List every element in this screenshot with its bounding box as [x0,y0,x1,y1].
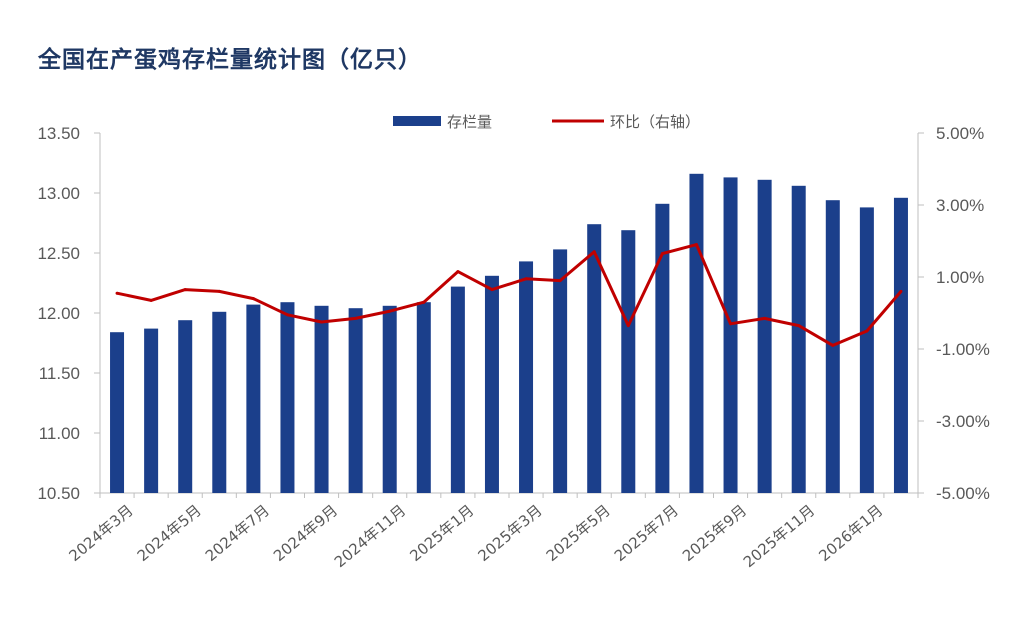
line-point [558,279,562,283]
line-point [660,252,664,256]
bar [655,203,670,494]
line-point [251,297,255,301]
line-point [183,288,187,292]
left-tick-label: 11.00 [39,424,80,443]
x-tick-label: 2025年5月 [543,501,614,565]
line-point [899,289,903,293]
x-tick-label: 2025年1月 [406,501,477,565]
line-point [285,313,289,317]
bar [178,320,193,493]
bar [416,302,431,493]
line-series [115,243,903,347]
line-point [456,270,460,274]
line-point [524,277,528,281]
bar [553,249,568,493]
right-tick-label: -5.00% [936,484,990,503]
bar [893,197,908,494]
bar [621,230,636,493]
line-point [797,324,801,328]
x-tick-label: 2024年7月 [202,501,273,565]
bar [484,275,499,493]
line-point [626,324,630,328]
bar [723,177,738,493]
chart-title: 全国在产蛋鸡存栏量统计图（亿只） [38,46,422,73]
bar [791,185,806,494]
line-point [592,250,596,254]
bar [757,179,772,494]
x-tick-label: 2025年7月 [611,501,682,565]
x-tick-label: 2025年9月 [679,501,750,565]
left-tick-label: 13.00 [37,184,80,203]
x-tick-label: 2024年11月 [331,501,409,571]
left-tick-label: 12.00 [37,304,80,323]
line-point [217,289,221,293]
legend-label: 存栏量 [447,113,492,131]
bar [212,311,227,493]
bar [110,332,125,493]
legend-label: 环比（右轴） [610,113,700,131]
bar [689,173,704,494]
bar [280,302,295,493]
bar [246,304,261,493]
bar-series [110,173,908,494]
line-point [729,322,733,326]
left-tick-label: 11.50 [39,364,80,383]
x-tick-label: 2025年11月 [740,501,818,571]
right-tick-label: 5.00% [936,124,984,143]
bar [314,305,329,493]
line-point [831,343,835,347]
line-point [865,329,869,333]
left-tick-label: 10.50 [37,484,80,503]
legend: 存栏量 环比（右轴） [393,113,700,131]
bar [382,305,397,493]
x-tick-label: 2024年5月 [134,501,205,565]
right-tick-label: -3.00% [936,412,990,431]
line-path [116,243,903,347]
x-tick-label: 2026年1月 [815,501,886,565]
line-point [354,316,358,320]
line-point [694,243,698,247]
x-tick-label: 2024年9月 [270,501,341,565]
line-point [320,320,324,324]
x-tick-label: 2024年3月 [66,501,137,565]
left-tick-label: 12.50 [37,244,80,263]
x-tick-label: 2025年3月 [475,501,546,565]
bar [450,286,465,493]
line-point [422,300,426,304]
line-point [115,291,119,295]
line-point [490,288,494,292]
right-tick-label: -1.00% [936,340,990,359]
bar [587,224,602,493]
bar [348,308,363,493]
bar [519,261,534,493]
bar [859,207,874,493]
line-point [149,298,153,302]
legend-swatch-bar [393,116,441,126]
bar [144,328,159,493]
left-tick-label: 13.50 [37,124,80,143]
right-tick-label: 3.00% [936,196,984,215]
line-point [388,309,392,313]
line-point [763,316,767,320]
right-tick-label: 1.00% [936,268,984,287]
